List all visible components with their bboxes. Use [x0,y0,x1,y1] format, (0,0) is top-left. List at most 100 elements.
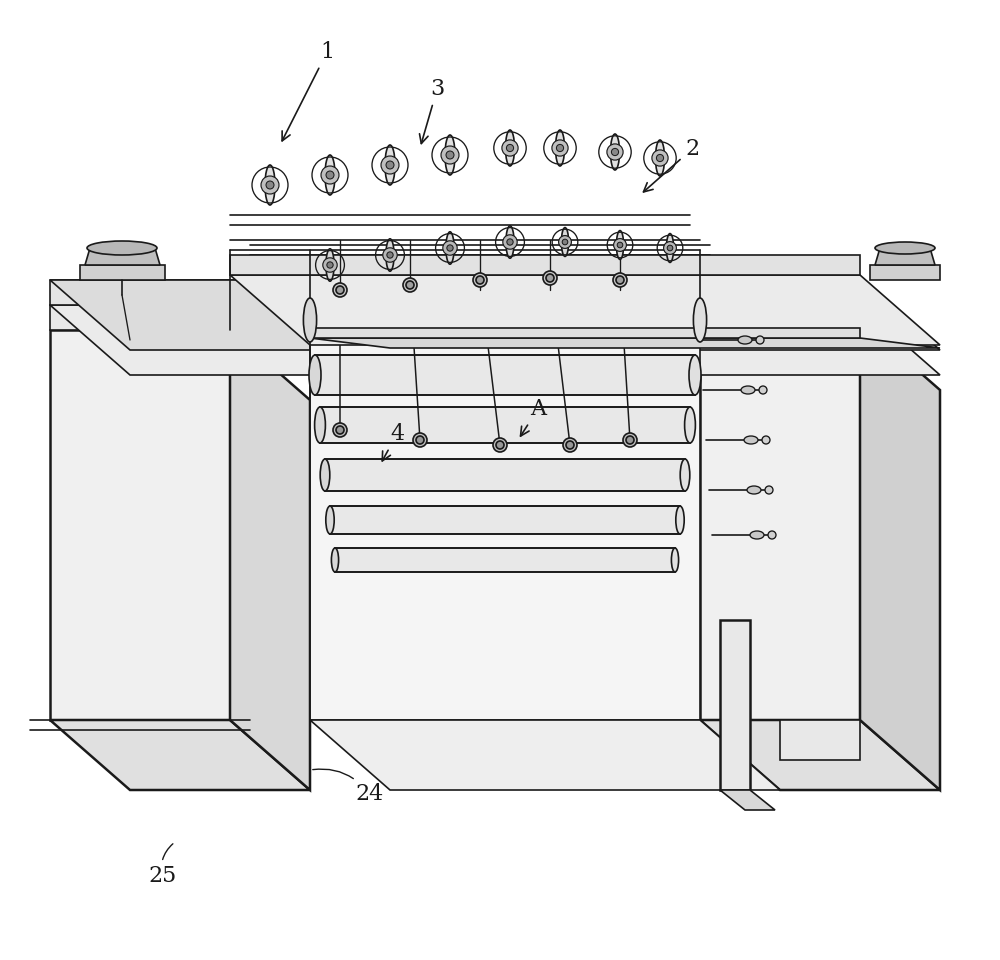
Text: 24: 24 [313,769,383,805]
Ellipse shape [875,242,935,254]
Ellipse shape [403,278,417,292]
Ellipse shape [386,161,394,169]
Ellipse shape [671,548,679,572]
Ellipse shape [325,155,335,195]
Ellipse shape [493,438,507,452]
Ellipse shape [685,407,695,443]
Ellipse shape [327,262,333,268]
Ellipse shape [768,531,776,539]
Ellipse shape [406,281,414,289]
Ellipse shape [385,145,395,185]
Ellipse shape [336,426,344,434]
Polygon shape [860,320,940,790]
Ellipse shape [326,506,334,534]
Text: A: A [521,398,546,436]
Ellipse shape [445,135,455,175]
Text: 3: 3 [420,78,444,144]
Ellipse shape [315,407,325,443]
Ellipse shape [656,155,664,161]
Ellipse shape [309,355,321,395]
Ellipse shape [266,181,274,189]
Ellipse shape [303,298,317,342]
Polygon shape [720,790,775,810]
Ellipse shape [759,386,767,394]
Ellipse shape [87,241,157,255]
Polygon shape [50,305,940,375]
Polygon shape [720,620,750,790]
Ellipse shape [559,235,571,249]
Polygon shape [230,330,310,790]
Ellipse shape [738,336,752,344]
Ellipse shape [765,486,773,494]
Ellipse shape [616,276,624,284]
Ellipse shape [607,144,623,160]
Polygon shape [50,330,230,720]
Ellipse shape [617,242,623,248]
Polygon shape [85,248,160,265]
Ellipse shape [762,436,770,444]
Polygon shape [310,338,940,348]
Ellipse shape [566,441,574,449]
Polygon shape [230,255,860,275]
Ellipse shape [611,149,619,156]
Ellipse shape [613,273,627,287]
Ellipse shape [381,156,399,174]
Ellipse shape [387,252,393,258]
Ellipse shape [543,271,557,285]
Ellipse shape [446,231,454,264]
Ellipse shape [656,140,664,176]
Ellipse shape [623,433,637,447]
Ellipse shape [447,245,453,252]
Ellipse shape [744,436,758,444]
Ellipse shape [506,144,514,152]
Ellipse shape [626,436,634,444]
Polygon shape [875,248,935,265]
Ellipse shape [326,249,334,281]
Ellipse shape [333,283,347,297]
Polygon shape [230,275,940,345]
Polygon shape [325,459,685,491]
Ellipse shape [476,276,484,284]
Ellipse shape [261,176,279,194]
Polygon shape [310,320,700,720]
Polygon shape [50,280,860,305]
Ellipse shape [741,386,755,394]
Ellipse shape [333,423,347,437]
Ellipse shape [652,150,668,166]
Ellipse shape [562,239,568,245]
Ellipse shape [473,273,487,287]
Ellipse shape [506,226,514,258]
Ellipse shape [386,239,394,272]
Ellipse shape [747,486,761,494]
Polygon shape [50,305,230,330]
Ellipse shape [561,228,569,256]
Ellipse shape [321,166,339,184]
Polygon shape [870,265,940,280]
Ellipse shape [503,235,517,250]
Ellipse shape [496,441,504,449]
Polygon shape [700,720,940,790]
Ellipse shape [610,134,620,170]
Ellipse shape [664,242,676,254]
Ellipse shape [693,298,707,342]
Ellipse shape [331,548,339,572]
Ellipse shape [326,171,334,179]
Ellipse shape [666,233,674,262]
Ellipse shape [336,286,344,294]
Ellipse shape [443,241,457,255]
Ellipse shape [667,245,673,251]
Ellipse shape [441,146,459,164]
Ellipse shape [552,140,568,156]
Polygon shape [335,548,675,572]
Polygon shape [330,506,680,534]
Ellipse shape [563,438,577,452]
Polygon shape [50,280,940,350]
Polygon shape [310,720,780,790]
Ellipse shape [756,336,764,344]
Polygon shape [50,720,310,790]
Ellipse shape [750,531,764,539]
Ellipse shape [614,239,626,252]
Text: 1: 1 [282,41,334,141]
Text: 25: 25 [148,844,176,887]
Ellipse shape [556,130,564,166]
